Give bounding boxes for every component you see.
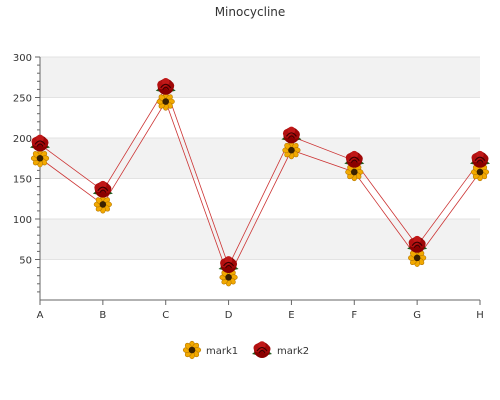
- data-point-mark1[interactable]: [93, 195, 113, 214]
- grid-band: [40, 219, 480, 260]
- legend-label-mark1: mark1: [206, 346, 238, 357]
- grid-bands: [40, 57, 480, 260]
- series-layer: [29, 77, 491, 287]
- rose-icon: [251, 340, 273, 359]
- grid-band: [40, 57, 480, 98]
- grid-band: [40, 138, 480, 179]
- y-axis-ticks: 50 100 150 200 250 300: [13, 53, 40, 293]
- legend-item-mark1[interactable]: mark1: [182, 340, 238, 360]
- legend-item-mark2[interactable]: mark2: [251, 340, 309, 359]
- y-tick-label: 200: [13, 134, 32, 145]
- x-tick-label: H: [476, 310, 484, 321]
- x-tick-label: G: [413, 310, 421, 321]
- legend: mark1 mark2: [182, 340, 309, 360]
- legend-label-mark2: mark2: [277, 346, 309, 357]
- data-point-mark1[interactable]: [156, 92, 176, 111]
- x-axis-ticks: A B C D E F G H: [37, 300, 484, 321]
- series-line-mark2: [39, 86, 481, 268]
- y-tick-label: 50: [19, 256, 32, 267]
- x-tick-label: C: [162, 310, 169, 321]
- x-tick-label: A: [37, 310, 44, 321]
- x-tick-label: B: [99, 310, 106, 321]
- series-line-mark1: [39, 100, 481, 279]
- data-point-mark2[interactable]: [92, 180, 114, 199]
- y-tick-label: 150: [13, 175, 32, 186]
- grid-lines: [40, 56, 480, 260]
- y-tick-label: 250: [13, 94, 32, 105]
- y-tick-label: 300: [13, 53, 32, 64]
- chart-title: Minocycline: [215, 5, 286, 19]
- data-point-mark1[interactable]: [282, 140, 301, 160]
- data-point-mark1[interactable]: [30, 148, 50, 168]
- sunflower-icon: [182, 340, 202, 360]
- y-tick-label: 100: [13, 215, 32, 226]
- x-tick-label: F: [351, 310, 357, 321]
- x-tick-label: E: [288, 310, 294, 321]
- x-tick-label: D: [225, 310, 233, 321]
